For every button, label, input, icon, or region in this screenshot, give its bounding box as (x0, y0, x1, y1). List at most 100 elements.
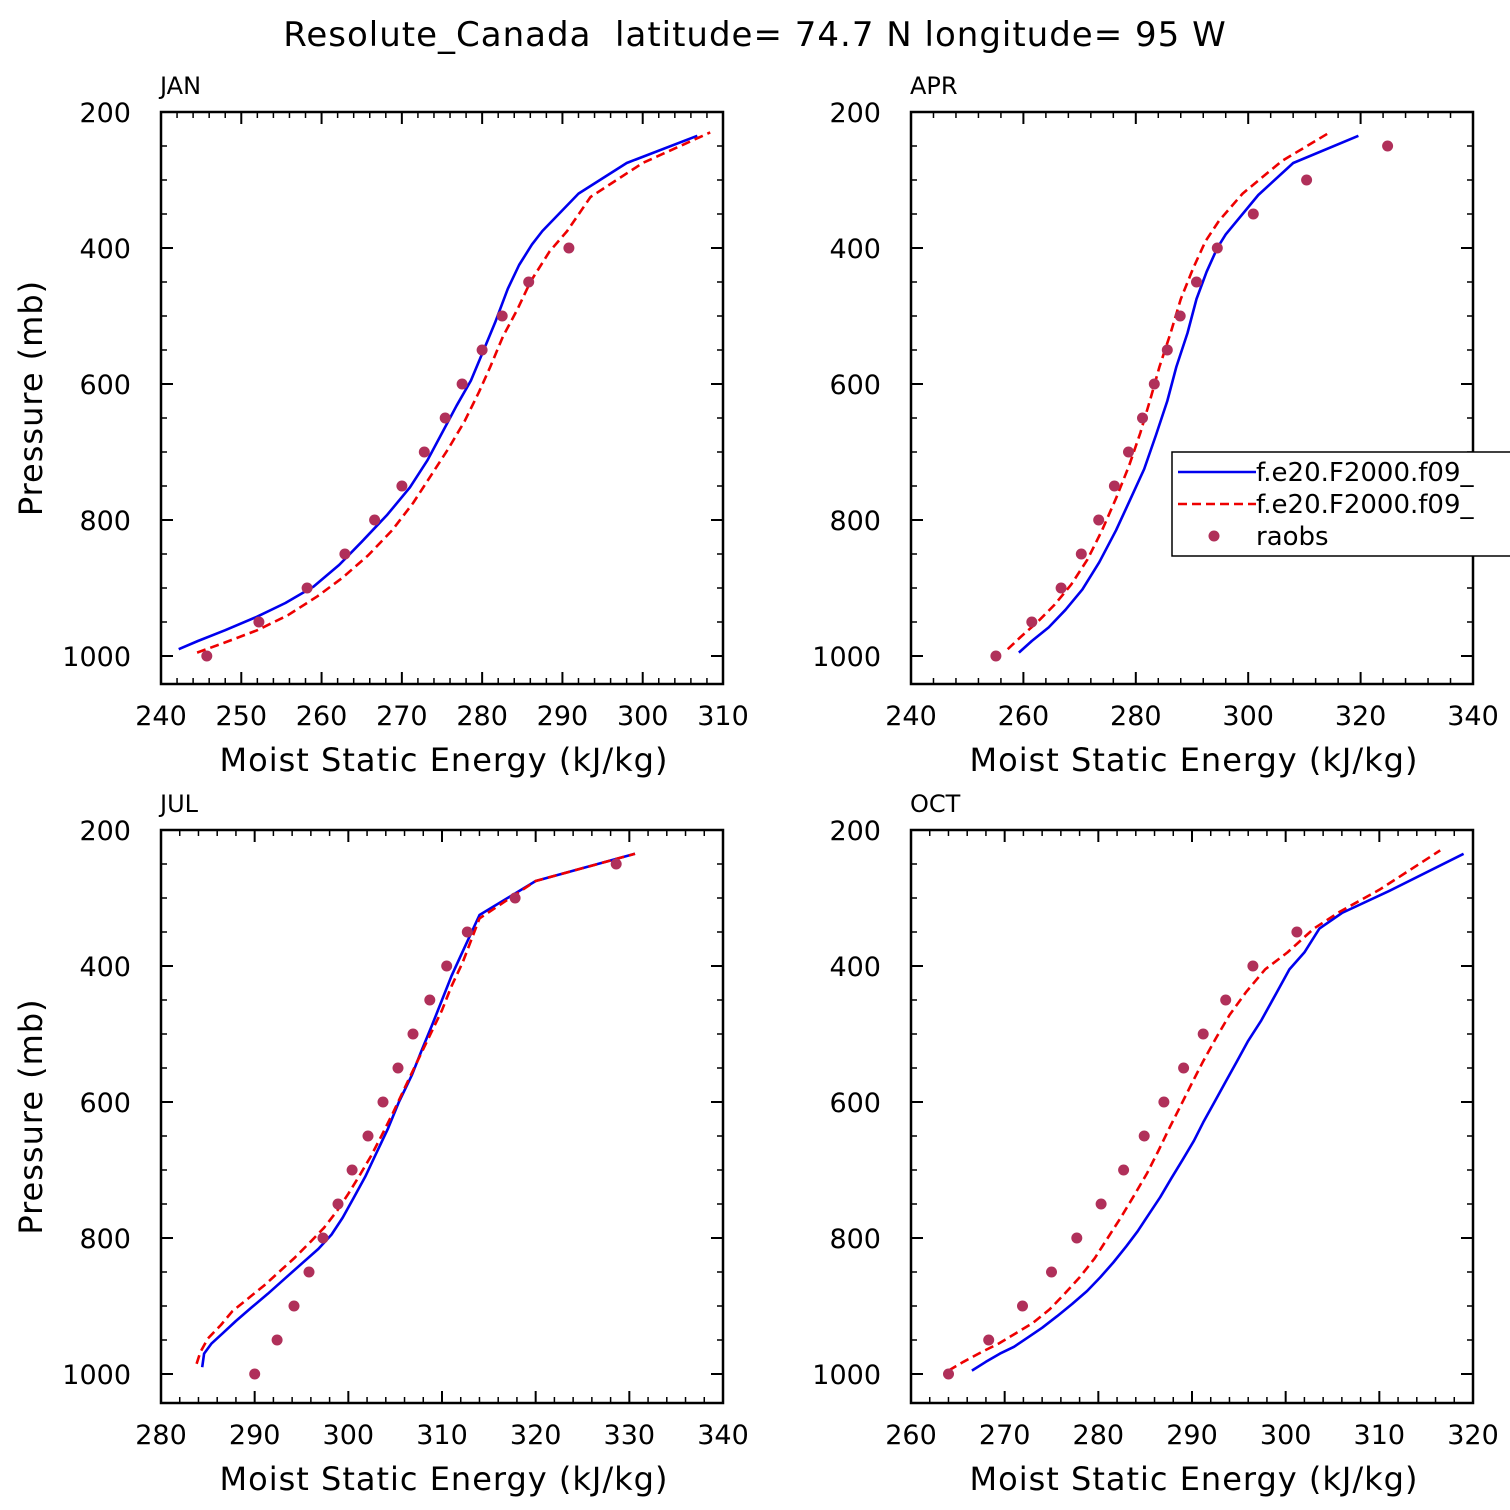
y-tick-label: 400 (829, 234, 881, 265)
y-tick-label: 600 (829, 370, 881, 401)
panel-label: APR (910, 72, 958, 100)
raobs-point (407, 1028, 419, 1040)
y-tick-label: 200 (79, 816, 131, 847)
y-axis-title: Pressure (mb) (12, 280, 50, 516)
x-tick-label: 320 (510, 1420, 562, 1451)
plot-frame (909, 110, 1475, 686)
series-line-solid (178, 134, 698, 651)
x-tick-label: 300 (323, 1420, 375, 1451)
y-tick-label: 200 (829, 98, 881, 129)
x-axis-title: Moist Static Energy (kJ/kg) (970, 1460, 1419, 1498)
x-tick-label: 320 (1335, 701, 1387, 732)
plot-frame (909, 828, 1475, 1405)
raobs-point (392, 1062, 404, 1074)
x-tick-label: 310 (416, 1420, 468, 1451)
raobs-point (943, 1368, 954, 1380)
raobs-point (610, 858, 622, 870)
x-axis-title: Moist Static Energy (kJ/kg) (970, 741, 1419, 779)
raobs-point (1247, 208, 1259, 220)
raobs-point (1211, 242, 1223, 254)
x-tick-label: 260 (296, 701, 348, 732)
panel-label: JAN (158, 72, 201, 100)
raobs-point (339, 548, 351, 560)
y-tick-label: 200 (79, 98, 131, 129)
raobs-point (1138, 1130, 1150, 1142)
x-tick-label: 290 (1166, 1420, 1218, 1451)
series-line-dashed (196, 131, 711, 654)
x-tick-label: 320 (1447, 1420, 1499, 1451)
raobs-point (1071, 1232, 1083, 1244)
raobs-point (1178, 1062, 1190, 1074)
x-tick-label: 300 (1260, 1420, 1312, 1451)
raobs-point (1247, 960, 1259, 972)
raobs-point (1017, 1300, 1028, 1312)
raobs-point (1046, 1266, 1057, 1278)
raobs-point (1158, 1096, 1170, 1108)
x-tick-label: 280 (456, 701, 508, 732)
raobs-point (1382, 140, 1394, 152)
series-line-dashed (1006, 131, 1331, 651)
y-tick-label: 200 (829, 816, 881, 847)
raobs-point (332, 1198, 344, 1210)
panels: JAN 240 250 260 270 280 290 300 310 200 400 600 800 1… (12, 72, 1510, 1498)
y-tick-label: 800 (79, 506, 131, 537)
raobs-point (1118, 1164, 1130, 1176)
x-tick-label: 330 (604, 1420, 656, 1451)
x-tick-label: 240 (135, 701, 187, 732)
raobs-point (1108, 480, 1120, 492)
series-line-solid (1018, 134, 1359, 654)
y-tick-label: 400 (79, 952, 131, 983)
raobs-point (418, 446, 430, 458)
raobs-point (441, 960, 453, 972)
series-line-dashed (947, 849, 1441, 1372)
raobs-point (1291, 926, 1303, 938)
raobs-point (301, 582, 313, 594)
raobs-point (1075, 548, 1087, 560)
legend-box (1171, 451, 1510, 557)
raobs-point (1174, 310, 1186, 322)
x-tick-label: 260 (885, 1420, 937, 1451)
raobs-point (476, 344, 488, 356)
raobs-point (1191, 276, 1202, 288)
legend-marker-raobs (1208, 530, 1220, 542)
panel-label: JUL (158, 790, 199, 818)
x-tick-label: 290 (537, 701, 589, 732)
raobs-point (1148, 378, 1160, 390)
series-line-solid (200, 852, 636, 1368)
y-tick-label: 1000 (62, 642, 131, 673)
x-tick-label: 310 (697, 701, 749, 732)
y-tick-label: 400 (79, 234, 131, 265)
x-tick-label: 280 (1073, 1420, 1125, 1451)
x-tick-label: 340 (697, 1420, 749, 1451)
y-tick-label: 600 (79, 1088, 131, 1119)
x-tick-label: 300 (1222, 701, 1274, 732)
raobs-point (249, 1368, 261, 1380)
raobs-point (201, 650, 213, 662)
x-axis-title: Moist Static Energy (kJ/kg) (220, 741, 669, 779)
y-axis-title: Pressure (mb) (12, 998, 50, 1234)
legend: f.e20.F2000.f09_f.e20.F2000.f09_raobs (1171, 451, 1510, 557)
raobs-point (377, 1096, 389, 1108)
x-tick-label: 300 (617, 701, 669, 732)
x-tick-label: 310 (1354, 1420, 1406, 1451)
panel-apr: APR 240 260 280 300 320 340 200 400 600 800 1000 Moi… (812, 72, 1510, 779)
raobs-point (1055, 582, 1067, 594)
raobs-point (1301, 174, 1313, 186)
raobs-point (317, 1232, 329, 1244)
legend-label: f.e20.F2000.f09_ (1256, 490, 1474, 520)
series-line-solid (971, 852, 1465, 1372)
plot-frame (159, 110, 725, 686)
raobs-point (1220, 994, 1232, 1006)
raobs-point (496, 310, 508, 322)
raobs-point (439, 412, 451, 424)
y-tick-label: 800 (829, 1224, 881, 1255)
y-tick-label: 1000 (62, 1360, 131, 1391)
x-tick-label: 280 (1110, 701, 1162, 732)
raobs-point (1095, 1198, 1107, 1210)
y-tick-label: 400 (829, 952, 881, 983)
raobs-point (461, 926, 473, 938)
raobs-point (983, 1334, 995, 1346)
y-tick-label: 1000 (812, 642, 881, 673)
x-tick-label: 340 (1447, 701, 1499, 732)
